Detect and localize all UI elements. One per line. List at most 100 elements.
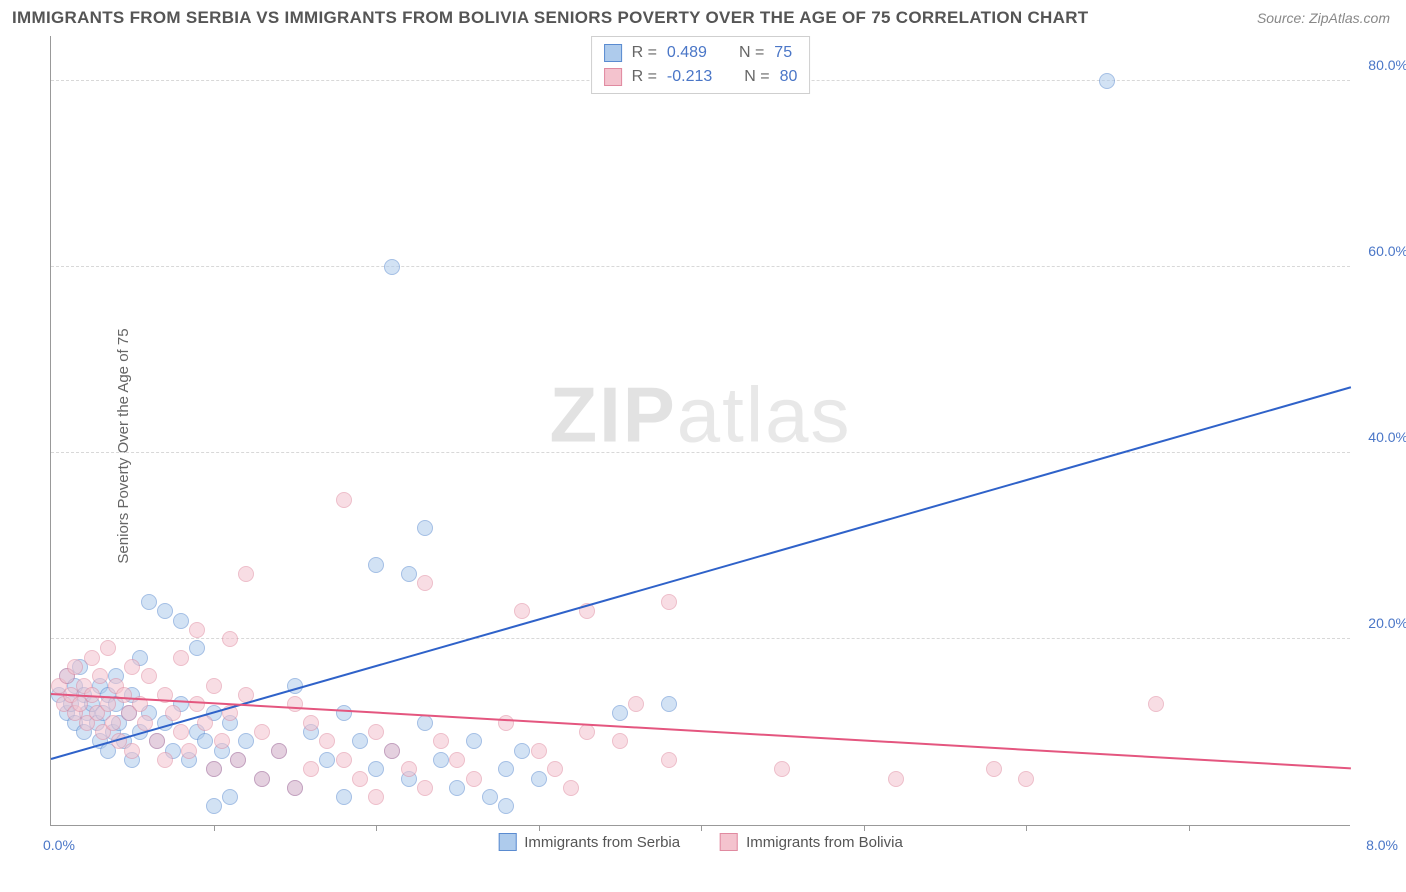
- scatter-point: [661, 696, 677, 712]
- scatter-point: [401, 761, 417, 777]
- scatter-point: [1099, 73, 1115, 89]
- scatter-point: [449, 752, 465, 768]
- stat-r-label: R =: [632, 41, 657, 65]
- legend-label: Immigrants from Serbia: [524, 834, 680, 851]
- stats-row: R =-0.213N =80: [604, 65, 798, 89]
- legend-label: Immigrants from Bolivia: [746, 834, 903, 851]
- scatter-point: [181, 743, 197, 759]
- scatter-point: [498, 715, 514, 731]
- scatter-point: [149, 733, 165, 749]
- scatter-point: [1018, 771, 1034, 787]
- x-tick: [214, 825, 215, 831]
- scatter-point: [165, 705, 181, 721]
- scatter-point: [173, 650, 189, 666]
- legend-swatch: [604, 44, 622, 62]
- stats-legend-box: R =0.489N =75R =-0.213N =80: [591, 36, 811, 94]
- scatter-point: [222, 631, 238, 647]
- scatter-point: [433, 752, 449, 768]
- scatter-point: [352, 771, 368, 787]
- scatter-point: [384, 743, 400, 759]
- scatter-point: [254, 771, 270, 787]
- scatter-point: [141, 668, 157, 684]
- scatter-point: [466, 733, 482, 749]
- scatter-point: [547, 761, 563, 777]
- scatter-point: [124, 659, 140, 675]
- scatter-point: [67, 659, 83, 675]
- scatter-point: [368, 724, 384, 740]
- scatter-point: [888, 771, 904, 787]
- y-tick-label: 40.0%: [1368, 429, 1406, 445]
- scatter-point: [531, 743, 547, 759]
- scatter-point: [482, 789, 498, 805]
- scatter-point: [352, 733, 368, 749]
- scatter-point: [230, 752, 246, 768]
- scatter-point: [498, 761, 514, 777]
- scatter-point: [368, 557, 384, 573]
- scatter-point: [254, 724, 270, 740]
- scatter-point: [579, 724, 595, 740]
- scatter-point: [92, 668, 108, 684]
- scatter-point: [214, 733, 230, 749]
- scatter-point: [303, 761, 319, 777]
- scatter-point: [141, 594, 157, 610]
- scatter-point: [319, 752, 335, 768]
- x-tick: [1026, 825, 1027, 831]
- scatter-point: [401, 566, 417, 582]
- scatter-point: [628, 696, 644, 712]
- x-tick: [701, 825, 702, 831]
- legend-item: Immigrants from Serbia: [498, 833, 680, 851]
- scatter-point: [531, 771, 547, 787]
- scatter-point: [238, 566, 254, 582]
- scatter-point: [206, 798, 222, 814]
- scatter-point: [1148, 696, 1164, 712]
- scatter-point: [206, 761, 222, 777]
- y-tick-label: 60.0%: [1368, 243, 1406, 259]
- scatter-point: [433, 733, 449, 749]
- scatter-point: [189, 640, 205, 656]
- scatter-point: [173, 724, 189, 740]
- stat-n-label: N =: [744, 65, 769, 89]
- scatter-point: [287, 696, 303, 712]
- x-tick: [864, 825, 865, 831]
- scatter-point: [774, 761, 790, 777]
- scatter-point: [368, 761, 384, 777]
- scatter-point: [189, 696, 205, 712]
- scatter-point: [336, 789, 352, 805]
- x-max-label: 8.0%: [1366, 837, 1398, 853]
- scatter-point: [238, 733, 254, 749]
- scatter-point: [157, 752, 173, 768]
- scatter-point: [417, 780, 433, 796]
- scatter-point: [287, 780, 303, 796]
- scatter-point: [336, 492, 352, 508]
- scatter-point: [986, 761, 1002, 777]
- scatter-point: [173, 613, 189, 629]
- scatter-point: [612, 705, 628, 721]
- scatter-point: [124, 743, 140, 759]
- scatter-point: [498, 798, 514, 814]
- chart-title: IMMIGRANTS FROM SERBIA VS IMMIGRANTS FRO…: [12, 8, 1088, 28]
- scatter-point: [417, 520, 433, 536]
- legend-swatch: [498, 833, 516, 851]
- scatter-point: [417, 715, 433, 731]
- gridline: [51, 266, 1350, 267]
- stat-n-label: N =: [739, 41, 764, 65]
- legend-swatch: [720, 833, 738, 851]
- bottom-legend: Immigrants from Serbia Immigrants from Bo…: [498, 833, 903, 851]
- scatter-point: [368, 789, 384, 805]
- scatter-point: [197, 733, 213, 749]
- scatter-point: [303, 715, 319, 731]
- scatter-point: [206, 678, 222, 694]
- scatter-point: [612, 733, 628, 749]
- scatter-point: [271, 743, 287, 759]
- source-attribution: Source: ZipAtlas.com: [1257, 10, 1390, 26]
- legend-swatch: [604, 68, 622, 86]
- scatter-point: [336, 705, 352, 721]
- scatter-point: [319, 733, 335, 749]
- scatter-point: [563, 780, 579, 796]
- x-min-label: 0.0%: [43, 837, 75, 853]
- scatter-point: [222, 789, 238, 805]
- scatter-point: [157, 603, 173, 619]
- stat-n-value: 75: [774, 41, 792, 65]
- stats-row: R =0.489N =75: [604, 41, 798, 65]
- stat-r-label: R =: [632, 65, 657, 89]
